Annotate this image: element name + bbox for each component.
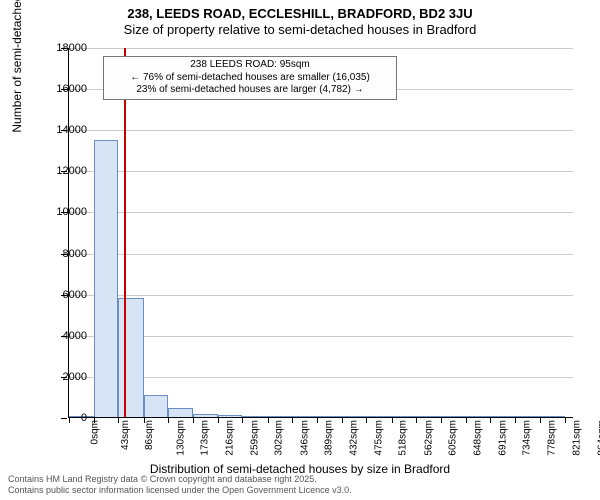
x-tick-label: 562sqm [423,420,434,456]
histogram-bar [342,416,367,417]
grid-line [69,130,573,131]
x-tick [540,418,541,423]
histogram-bar [94,140,119,418]
x-tick-label: 302sqm [274,420,285,456]
x-tick [218,418,219,423]
footer-line2: Contains public sector information licen… [8,485,352,496]
grid-line [69,48,573,49]
annotation-line3: 23% of semi-detached houses are larger (… [110,84,390,97]
x-tick [366,418,367,423]
x-tick-label: 259sqm [249,420,260,456]
histogram-bar [292,416,317,417]
histogram-bar [168,408,193,417]
reference-line [124,48,126,417]
x-tick-label: 43sqm [120,420,131,450]
x-tick-label: 130sqm [175,420,186,456]
chart-title-main: 238, LEEDS ROAD, ECCLESHILL, BRADFORD, B… [0,6,600,21]
annotation-line1: 238 LEEDS ROAD: 95sqm [110,59,390,72]
x-tick-label: 691sqm [497,420,508,456]
y-tick-label: 4000 [39,330,87,342]
x-tick-label: 864sqm [596,420,600,456]
y-tick-label: 0 [39,412,87,424]
x-tick [515,418,516,423]
x-tick-label: 0sqm [89,420,100,444]
histogram-bar [416,416,441,417]
grid-line [69,295,573,296]
x-tick [292,418,293,423]
histogram-bar [193,414,218,417]
x-tick [416,418,417,423]
y-tick-label: 10000 [39,206,87,218]
chart-container: 238, LEEDS ROAD, ECCLESHILL, BRADFORD, B… [0,0,600,500]
x-tick-label: 475sqm [373,420,384,456]
histogram-bar [366,416,391,417]
annotation-box: 238 LEEDS ROAD: 95sqm ← 76% of semi-deta… [103,56,397,100]
x-tick [242,418,243,423]
x-tick [490,418,491,423]
x-tick-label: 86sqm [144,420,155,450]
histogram-bar [268,416,293,417]
x-tick [317,418,318,423]
histogram-bar [242,416,267,417]
x-tick [441,418,442,423]
x-tick-label: 216sqm [225,420,236,456]
chart-title-sub: Size of property relative to semi-detach… [0,22,600,37]
histogram-bar [317,416,342,417]
histogram-bar [392,416,417,417]
x-tick-label: 389sqm [324,420,335,456]
histogram-bar [515,416,540,417]
x-tick-label: 173sqm [200,420,211,456]
y-tick-label: 12000 [39,165,87,177]
grid-line [69,171,573,172]
x-tick [268,418,269,423]
x-tick [342,418,343,423]
grid-line [69,377,573,378]
annotation-line2: ← 76% of semi-detached houses are smalle… [110,72,390,85]
y-tick-label: 14000 [39,124,87,136]
x-tick [392,418,393,423]
histogram-bar [144,395,169,417]
grid-line [69,254,573,255]
y-axis-title: Number of semi-detached properties [10,0,24,133]
histogram-bar [441,416,466,417]
y-tick-label: 16000 [39,83,87,95]
y-tick-label: 18000 [39,42,87,54]
x-tick-label: 518sqm [398,420,409,456]
y-tick-label: 8000 [39,248,87,260]
x-tick-label: 346sqm [299,420,310,456]
grid-line [69,336,573,337]
x-tick-label: 821sqm [572,420,583,456]
y-tick-label: 2000 [39,371,87,383]
x-tick-label: 648sqm [472,420,483,456]
histogram-bar [118,298,143,417]
grid-line [69,212,573,213]
x-tick [466,418,467,423]
x-tick [168,418,169,423]
footer-line1: Contains HM Land Registry data © Crown c… [8,474,352,485]
x-tick-label: 605sqm [448,420,459,456]
histogram-bar [466,416,491,417]
plot-area [68,48,573,418]
x-tick [565,418,566,423]
x-tick-label: 432sqm [348,420,359,456]
x-tick [193,418,194,423]
x-tick-label: 734sqm [522,420,533,456]
y-tick-label: 6000 [39,289,87,301]
x-tick-label: 778sqm [547,420,558,456]
footer-attribution: Contains HM Land Registry data © Crown c… [8,474,352,496]
histogram-bar [540,416,565,417]
histogram-bar [218,415,243,417]
histogram-bar [490,416,515,417]
